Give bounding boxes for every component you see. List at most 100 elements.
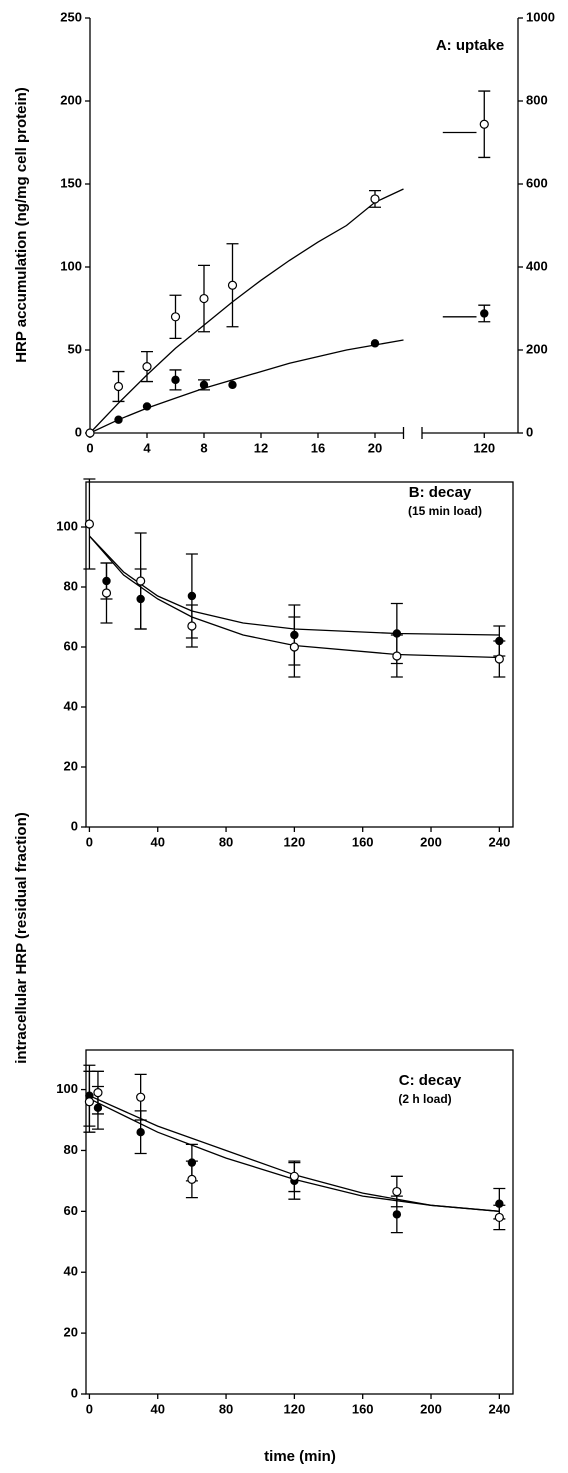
x-tick-label: 120 [284, 1401, 306, 1416]
fit-curve [88, 535, 500, 659]
data-point [289, 642, 299, 652]
data-point [187, 1158, 197, 1167]
x-tick-label: 200 [420, 834, 442, 849]
y-tick-label: 80 [64, 578, 78, 593]
data-point [479, 119, 489, 129]
y2-tick-label: 600 [526, 175, 548, 190]
y-tick-label: 20 [64, 1325, 78, 1340]
x-tick-label: 8 [200, 440, 207, 455]
plot-frame [85, 1049, 514, 1395]
y-tick-label: 60 [64, 638, 78, 653]
data-point [480, 309, 489, 318]
panel-title: A: uptake [436, 37, 504, 54]
x-tick-label: 40 [151, 1401, 165, 1416]
data-point [85, 428, 95, 438]
data-point [136, 1127, 145, 1137]
data-point [494, 654, 504, 664]
panel-subtitle: (2 h load) [398, 1092, 451, 1106]
y2-tick-label: 800 [526, 92, 548, 107]
data-point [228, 380, 237, 390]
data-point [142, 402, 152, 411]
x-tick-label: 12 [254, 440, 268, 455]
data-point [170, 312, 181, 322]
data-point [113, 381, 124, 392]
y2-tick-label: 400 [526, 258, 548, 273]
data-point [495, 1199, 504, 1208]
x-tick-label: 80 [219, 1401, 233, 1416]
data-point [114, 415, 123, 424]
x-tick-label: 20 [368, 440, 382, 455]
x-tick-label: 0 [86, 1401, 93, 1416]
fit-curve [89, 188, 404, 434]
data-point [93, 1103, 103, 1113]
data-point [136, 1092, 146, 1102]
y-tick-label: 100 [56, 1081, 78, 1096]
data-point [187, 1174, 197, 1184]
data-point [227, 280, 238, 290]
data-point [171, 375, 180, 385]
data-point [101, 588, 112, 598]
x-tick-label: 0 [86, 834, 93, 849]
x-tick-label: 120 [284, 834, 306, 849]
panel-subtitle: (15 min load) [408, 504, 482, 518]
data-point [136, 576, 146, 586]
plot-frame [85, 481, 514, 828]
x-axis-label: time (min) [264, 1448, 336, 1465]
data-point [84, 519, 95, 529]
data-point [392, 629, 402, 638]
y-tick-label: 40 [64, 1264, 78, 1279]
x-tick-label: 200 [420, 1401, 442, 1416]
data-point [495, 636, 504, 646]
y-axis-label: HRP accumulation (ng/mg cell protein) [13, 87, 30, 363]
x-tick-label: 160 [352, 834, 374, 849]
x-tick-label: 240 [488, 1401, 510, 1416]
y-tick-label: 0 [71, 1385, 78, 1400]
y-axis-label: intracellular HRP (residual fraction) [13, 812, 30, 1063]
data-point [199, 293, 209, 304]
data-point [494, 1212, 504, 1223]
data-point [102, 576, 111, 586]
data-point [290, 630, 299, 640]
x-tick-label: 40 [151, 834, 165, 849]
data-point [199, 380, 209, 390]
y2-tick-label: 0 [526, 424, 533, 439]
y-tick-label: 100 [60, 258, 82, 273]
x-tick-label: 80 [219, 834, 233, 849]
y-tick-label: 250 [60, 9, 82, 24]
panel-title: B: decay [409, 484, 472, 501]
data-point [289, 1171, 299, 1181]
y-tick-label: 40 [64, 698, 78, 713]
y-tick-label: 20 [64, 758, 78, 773]
data-point [392, 1186, 402, 1197]
data-point [136, 594, 145, 604]
data-point [392, 651, 402, 661]
y-tick-label: 150 [60, 175, 82, 190]
y-tick-label: 100 [56, 518, 78, 533]
data-point [93, 1088, 103, 1098]
y-tick-label: 50 [68, 341, 82, 356]
x-tick-label: 16 [311, 440, 325, 455]
y-tick-label: 0 [71, 818, 78, 833]
panel-title: C: decay [399, 1072, 462, 1089]
x-tick-label: 4 [143, 440, 151, 455]
y2-tick-label: 200 [526, 341, 548, 356]
y-tick-label: 80 [64, 1142, 78, 1157]
data-point [392, 1210, 402, 1219]
data-point [370, 194, 380, 204]
x-tick-label: 160 [352, 1401, 374, 1416]
data-point [142, 362, 152, 372]
data-point [84, 1097, 95, 1107]
y-tick-label: 200 [60, 92, 82, 107]
data-point [187, 621, 197, 631]
y-tick-label: 0 [75, 424, 82, 439]
x-tick-label: 240 [488, 834, 510, 849]
x-tick-label: 0 [86, 440, 93, 455]
fit-curve [88, 535, 500, 636]
y2-tick-label: 1000 [526, 9, 555, 24]
x-tick-label: 120 [473, 440, 495, 455]
y-tick-label: 60 [64, 1203, 78, 1218]
fit-curve [89, 339, 404, 434]
data-point [187, 591, 197, 601]
data-point [370, 339, 380, 348]
